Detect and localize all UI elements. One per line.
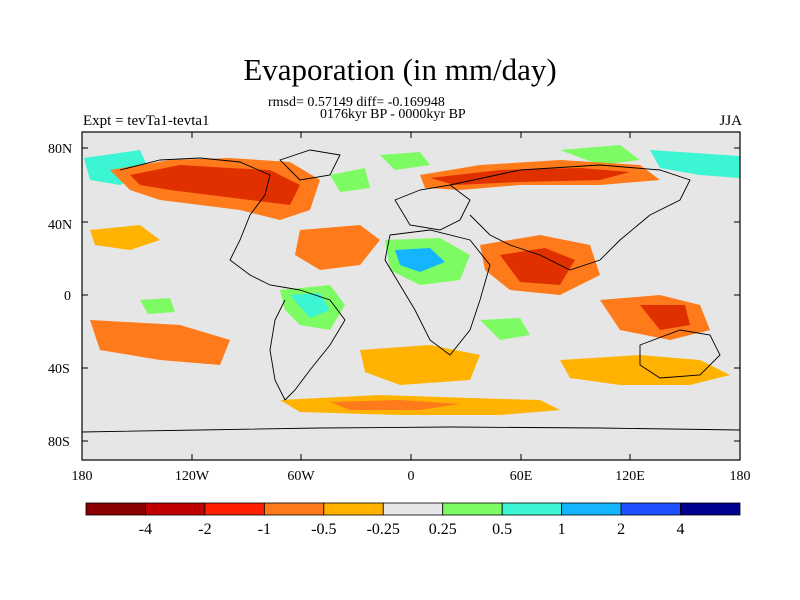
colorbar-swatch <box>501 502 563 516</box>
colorbar-label: -0.5 <box>311 521 336 538</box>
coast-asia <box>449 164 691 271</box>
colorbar-label: 0.5 <box>492 521 512 538</box>
orange-region-south-pacific <box>90 320 230 365</box>
colorbar-swatch <box>620 502 681 516</box>
colorbar: -4 -2 -1 -0.5 -0.25 0.25 0.5 1 2 4 <box>85 502 741 538</box>
lon-tick-label: 60E <box>510 469 533 484</box>
yellow-patch-north-pacific-east <box>90 225 160 250</box>
colorbar-label: 1 <box>558 521 566 538</box>
coastlines <box>82 149 740 433</box>
cyan-patch-east-siberia <box>650 150 740 178</box>
latitude-labels: 80N 40N 0 40S 80S <box>48 142 72 450</box>
map-field <box>82 132 740 460</box>
colorbar-swatch <box>442 502 503 516</box>
lat-tick-label: 80S <box>48 435 70 450</box>
lat-tick-label: 40S <box>48 362 70 377</box>
lon-tick-label: 0 <box>408 469 415 484</box>
green-patch-madagascar <box>480 318 530 340</box>
colorbar-label: -0.25 <box>367 521 400 538</box>
axis-ticks <box>81 132 741 460</box>
colorbar-label: -1 <box>258 521 271 538</box>
coast-greenland <box>279 149 341 181</box>
coast-south-america-east <box>284 289 346 401</box>
green-patch-siberia <box>560 145 640 165</box>
map-title: Evaporation (in mm/day) <box>243 52 557 87</box>
red-region-indian-ocean <box>500 248 575 285</box>
orange-band-southern-ocean <box>330 400 460 410</box>
red-region-north-america <box>130 165 300 205</box>
colorbar-label: -2 <box>198 521 211 538</box>
coast-australia <box>639 329 721 379</box>
colorbar-swatch <box>145 502 206 516</box>
lon-tick-label: 180 <box>730 469 751 484</box>
longitude-labels: 180 120W 60W 0 60E 120E 180 <box>72 469 751 484</box>
colorbar-label: 2 <box>617 521 625 538</box>
coast-south-america-west <box>269 299 286 401</box>
colorbar-label: 0.25 <box>429 521 457 538</box>
colorbar-swatch <box>680 502 741 516</box>
colorbar-label: 4 <box>677 521 685 538</box>
colorbar-swatch <box>382 502 444 516</box>
lat-tick-label: 80N <box>48 142 72 157</box>
lon-tick-label: 120W <box>175 469 210 484</box>
cyan-region-amazon <box>290 293 330 318</box>
yellow-region-southern-indian <box>560 355 730 385</box>
colorbar-swatch <box>323 502 384 516</box>
stats-line: rmsd= 0.57149 diff= -0.169948 <box>268 95 445 110</box>
colorbar-swatch <box>85 502 146 516</box>
orange-patch-atlantic <box>295 225 380 270</box>
colorbar-swatch <box>204 502 265 516</box>
lat-tick-label: 0 <box>64 289 71 304</box>
colorbar-label: -4 <box>139 521 152 538</box>
lon-tick-label: 180 <box>72 469 93 484</box>
coast-europe <box>394 184 471 231</box>
colorbar-swatch <box>263 502 325 516</box>
period-line: 0176kyr BP - 0000kyr BP <box>320 107 466 122</box>
experiment-label: Expt = tevTa1-tevta1 <box>83 113 210 129</box>
lon-tick-label: 60W <box>287 469 315 484</box>
season-label: JJA <box>719 113 742 129</box>
lat-tick-label: 40N <box>48 218 72 233</box>
green-patch-central-pacific <box>140 298 175 314</box>
green-patch-scandinavia <box>380 152 430 170</box>
green-patch-north-atlantic <box>330 168 370 192</box>
coast-africa <box>384 229 491 356</box>
lon-tick-label: 120E <box>615 469 645 484</box>
blue-region-west-africa <box>395 248 445 272</box>
red-band-eurasia <box>430 168 630 185</box>
coast-north-america <box>119 157 301 291</box>
colorbar-swatch <box>561 502 622 516</box>
red-region-indonesia <box>640 305 690 330</box>
coast-antarctica <box>82 426 740 433</box>
